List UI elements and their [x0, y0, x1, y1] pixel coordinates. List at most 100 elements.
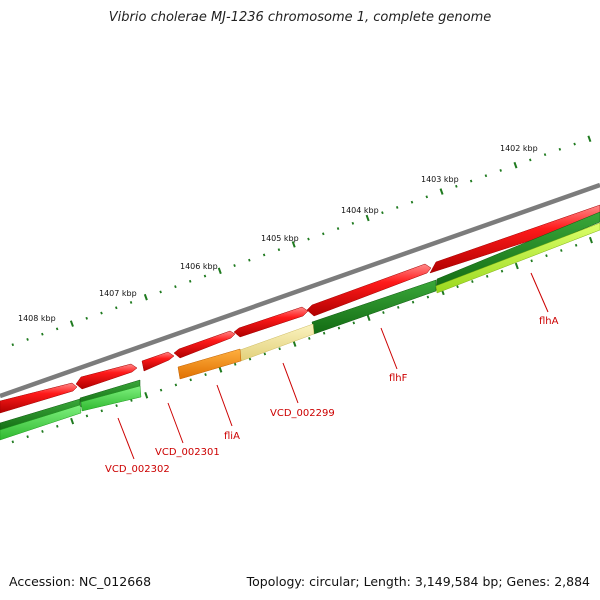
- minor-tick: [85, 414, 89, 418]
- minor-tick: [188, 279, 192, 283]
- major-tick: [70, 417, 75, 425]
- minor-tick: [55, 327, 59, 331]
- minor-tick: [189, 378, 192, 382]
- gene-label-flhA: flhA: [539, 316, 559, 327]
- minor-tick: [263, 352, 267, 356]
- leader-flhA: [530, 272, 549, 313]
- kbp-label-1405: 1405 kbp: [261, 234, 299, 243]
- minor-tick: [41, 430, 44, 433]
- genome-backbone: [0, 182, 600, 399]
- gene-label-VCD_002299: VCD_002299: [270, 408, 335, 419]
- leader-VCD_002302: [117, 417, 135, 460]
- minor-tick: [174, 383, 178, 387]
- minor-tick: [159, 388, 163, 392]
- major-tick: [439, 188, 444, 195]
- minor-tick: [545, 254, 548, 258]
- leader-fliA: [216, 384, 233, 427]
- gene-label-leaders: [117, 272, 549, 460]
- kbp-label-1408: 1408 kbp: [18, 314, 56, 323]
- major-tick: [69, 320, 74, 327]
- major-tick: [514, 262, 519, 270]
- minor-tick: [352, 321, 356, 325]
- minor-tick: [425, 195, 429, 199]
- minor-tick: [410, 200, 414, 204]
- minor-tick: [456, 285, 459, 289]
- cds-arrow: [141, 351, 175, 372]
- minor-tick: [203, 274, 207, 278]
- minor-tick: [500, 269, 504, 273]
- major-tick: [217, 267, 222, 275]
- gene-label-VCD_002301: VCD_002301: [155, 447, 220, 458]
- accession-label: Accession: NC_012668: [9, 574, 152, 589]
- minor-tick: [395, 205, 399, 209]
- major-tick: [143, 293, 148, 301]
- minor-tick: [471, 280, 474, 283]
- minor-tick: [159, 290, 162, 294]
- minor-tick: [11, 343, 15, 347]
- major-tick: [365, 214, 370, 222]
- minor-tick: [469, 179, 473, 183]
- kbp-label-1403: 1403 kbp: [421, 175, 459, 184]
- minor-tick: [233, 362, 237, 366]
- minor-tick: [204, 373, 207, 377]
- minor-tick: [322, 331, 326, 335]
- minor-tick: [248, 357, 252, 361]
- minor-tick: [115, 404, 118, 408]
- minor-tick: [558, 147, 562, 151]
- minor-tick: [115, 306, 118, 310]
- kbp-label-1404: 1404 kbp: [341, 206, 379, 215]
- minor-tick: [277, 248, 281, 252]
- minor-tick: [411, 300, 415, 304]
- minor-tick: [381, 211, 384, 215]
- leader-flhF: [380, 327, 398, 370]
- minor-tick: [530, 259, 533, 263]
- map-title: Vibrio cholerae MJ-1236 chromosome 1, co…: [108, 10, 492, 25]
- major-tick: [366, 314, 371, 321]
- minor-tick: [337, 326, 341, 330]
- minor-tick: [574, 243, 578, 247]
- gene-label-VCD_002302: VCD_002302: [105, 464, 170, 475]
- cds-arrow: [233, 306, 309, 338]
- minor-tick: [174, 285, 177, 289]
- minor-tick: [100, 311, 103, 315]
- major-tick: [144, 392, 149, 399]
- minor-tick: [484, 174, 488, 178]
- minor-tick: [382, 311, 385, 314]
- minor-tick: [351, 221, 355, 225]
- minor-tick: [278, 347, 281, 351]
- minor-tick: [130, 399, 133, 402]
- minor-tick: [248, 258, 251, 262]
- kbp-label-1406: 1406 kbp: [180, 262, 218, 271]
- major-tick: [291, 241, 296, 248]
- minor-tick: [573, 142, 576, 146]
- cds-arrow: [306, 263, 432, 317]
- minor-tick: [11, 440, 15, 444]
- minor-tick: [308, 336, 311, 340]
- cds-arrow: [173, 330, 236, 359]
- gene-label-flhF: flhF: [389, 373, 408, 384]
- minor-tick: [129, 301, 133, 304]
- minor-tick: [85, 316, 88, 320]
- feature-orange: [177, 348, 242, 380]
- minor-tick: [560, 249, 563, 252]
- cds-arrow: [429, 204, 600, 274]
- major-tick: [587, 135, 592, 143]
- minor-tick: [336, 227, 340, 230]
- minor-tick: [100, 409, 104, 413]
- minor-tick: [41, 332, 44, 336]
- genome-summary: Topology: circular; Length: 3,149,584 bp…: [246, 574, 590, 589]
- major-tick: [588, 236, 593, 244]
- feature-mint: [0, 404, 82, 441]
- leader-VCD_002299: [282, 362, 299, 404]
- minor-tick: [56, 424, 59, 428]
- cds-arrow: [75, 363, 138, 390]
- minor-tick: [397, 305, 400, 309]
- minor-tick: [543, 153, 547, 157]
- gene-label-fliA: fliA: [224, 431, 240, 442]
- major-tick: [513, 161, 518, 169]
- cds-arrow: [0, 382, 78, 414]
- minor-tick: [529, 158, 532, 162]
- minor-tick: [262, 253, 266, 257]
- feature-mint: [80, 385, 142, 412]
